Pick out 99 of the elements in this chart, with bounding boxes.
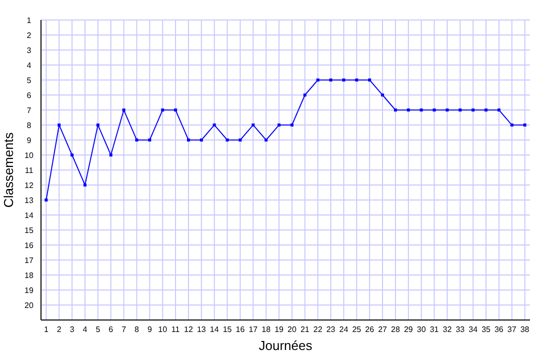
point (290, 124, 294, 126)
y-tick-label: 3 (26, 46, 32, 55)
point (420, 108, 423, 112)
point (368, 78, 372, 82)
point (135, 138, 138, 142)
x-tick-label: 30 (416, 325, 426, 334)
x-tick-label: 13 (196, 325, 206, 334)
point (122, 108, 126, 112)
y-tick-label: 4 (26, 61, 32, 70)
x-tick-label: 33 (456, 325, 466, 334)
point (83, 184, 86, 186)
y-axis-title: Classements (1, 132, 16, 208)
x-tick-label: 25 (352, 325, 362, 334)
line-series (44, 78, 526, 202)
y-tick-label: 10 (24, 151, 34, 160)
point (316, 78, 320, 82)
x-tick-label: 31 (430, 325, 440, 334)
point (200, 138, 203, 142)
x-tick-label: 28 (391, 325, 400, 334)
point (497, 108, 500, 112)
y-tick-label: 11 (24, 166, 34, 175)
x-tick-label: 38 (520, 325, 530, 334)
x-tick-label: 17 (248, 325, 258, 334)
point (406, 108, 410, 112)
point (58, 124, 61, 126)
x-tick-label: 23 (326, 325, 336, 334)
y-tick-label: 19 (24, 286, 34, 295)
x-tick-label: 10 (158, 325, 168, 334)
point (44, 198, 48, 202)
x-tick-label: 12 (184, 325, 194, 334)
x-tick-label: 36 (494, 325, 504, 334)
x-tick-label: 15 (222, 325, 232, 334)
x-tick-label: 3 (70, 325, 75, 334)
point (381, 94, 384, 96)
x-tick-label: 27 (378, 325, 388, 334)
y-tick-label: 13 (24, 196, 34, 205)
point (523, 124, 526, 126)
point (472, 108, 475, 112)
y-tick-label: 9 (26, 136, 32, 145)
x-tick-label: 34 (468, 325, 478, 334)
point (355, 78, 358, 82)
x-tick-label: 9 (147, 325, 152, 334)
y-tick-label: 1 (26, 16, 32, 25)
x-tick-label: 4 (82, 325, 88, 334)
x-tick-label: 19 (274, 325, 284, 334)
x-tick-label: 20 (288, 325, 297, 334)
x-tick-label: 21 (300, 325, 310, 334)
y-tick-label: 14 (24, 211, 34, 220)
y-tick-label: 5 (26, 76, 32, 85)
x-tick-label: 1 (44, 325, 49, 334)
x-tick-label: 14 (210, 325, 220, 334)
x-tick-label: 29 (404, 325, 414, 334)
x-tick-label: 22 (313, 325, 323, 334)
y-tick-label: 16 (24, 241, 34, 250)
x-tick-label: 37 (507, 325, 517, 334)
point (342, 78, 346, 82)
point (174, 108, 178, 112)
point (264, 138, 268, 142)
x-tick-label: 7 (122, 325, 127, 334)
point (226, 138, 229, 142)
point (484, 108, 488, 112)
x-tick-label: 6 (108, 325, 114, 334)
y-tick-label: 7 (26, 106, 32, 115)
point (70, 154, 74, 156)
point (458, 108, 462, 112)
point (238, 138, 242, 142)
x-tick-label: 24 (339, 325, 349, 334)
x-tick-label: 35 (482, 325, 492, 334)
x-tick-label: 8 (134, 325, 140, 334)
point (394, 108, 397, 112)
y-tick-label: 2 (26, 31, 32, 40)
point (161, 108, 164, 112)
point (109, 154, 112, 156)
x-tick-label: 11 (171, 325, 180, 334)
y-tick-label: 6 (26, 91, 32, 100)
y-tick-label: 18 (24, 271, 34, 280)
x-tick-label: 18 (262, 325, 272, 334)
point (212, 124, 216, 126)
point (186, 138, 190, 142)
y-tick-label: 8 (26, 121, 32, 130)
point (303, 94, 306, 96)
x-tick-label: 5 (96, 325, 101, 334)
x-axis-title: Journées (258, 338, 313, 353)
x-tick-label: 26 (365, 325, 375, 334)
point (96, 124, 100, 126)
point (278, 124, 281, 126)
point (252, 124, 255, 126)
point (510, 124, 514, 126)
y-tick-label: 20 (24, 301, 34, 310)
point (432, 108, 436, 112)
point (148, 138, 152, 142)
y-tick-label: 12 (24, 181, 34, 190)
x-tick-label: 2 (56, 325, 62, 334)
point (446, 108, 449, 112)
x-tick-label: 32 (442, 325, 452, 334)
x-tick-label: 16 (236, 325, 246, 334)
point (329, 78, 332, 82)
y-tick-label: 17 (24, 256, 34, 265)
y-tick-label: 15 (24, 226, 34, 235)
